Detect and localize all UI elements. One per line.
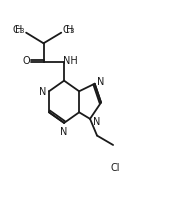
Text: 3: 3	[70, 28, 74, 34]
Text: Cl: Cl	[110, 163, 120, 172]
Text: O: O	[23, 56, 30, 66]
Text: N: N	[97, 76, 105, 86]
Text: N: N	[59, 126, 67, 136]
Text: N: N	[39, 87, 46, 97]
Text: C: C	[12, 25, 19, 35]
Text: H: H	[15, 25, 23, 35]
Text: NH: NH	[63, 56, 78, 66]
Text: C: C	[63, 25, 70, 35]
Text: 3: 3	[20, 28, 24, 34]
Text: N: N	[93, 116, 100, 126]
Text: H: H	[66, 25, 73, 35]
